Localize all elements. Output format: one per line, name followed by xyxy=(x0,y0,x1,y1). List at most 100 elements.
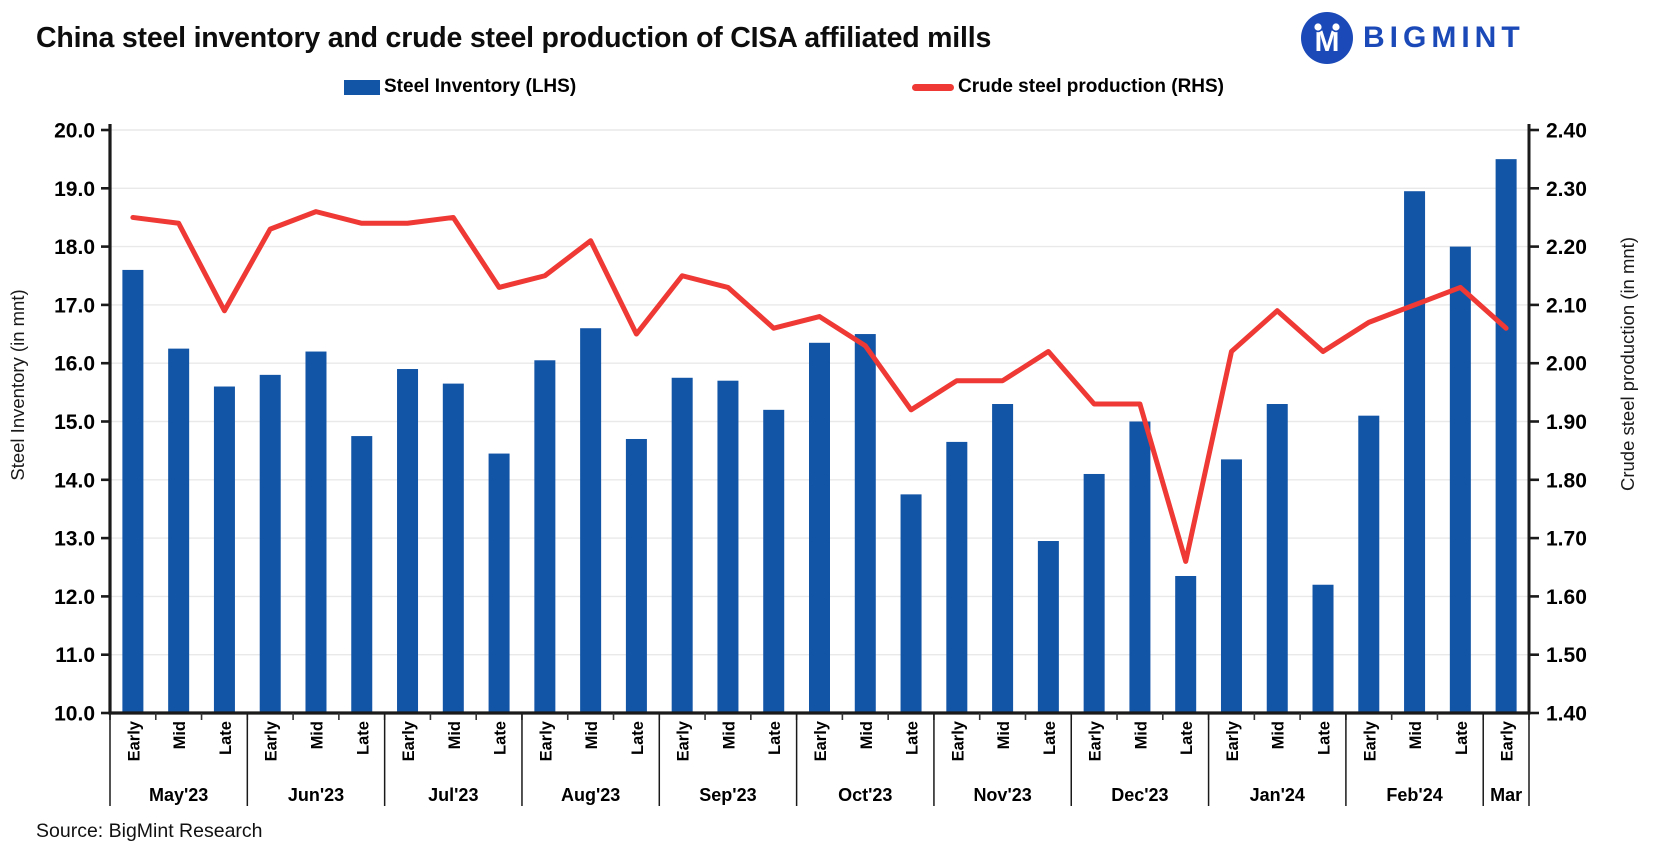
month-label: May'23 xyxy=(149,785,208,805)
inventory-bar xyxy=(1495,159,1517,713)
inventory-bar xyxy=(488,453,510,713)
period-label: Mid xyxy=(1407,721,1425,749)
inventory-bar xyxy=(1312,584,1334,713)
month-label: Dec'23 xyxy=(1111,785,1168,805)
right-axis-tick-label: 1.60 xyxy=(1546,586,1587,609)
period-label: Early xyxy=(537,720,555,761)
left-axis-tick-label: 16.0 xyxy=(54,353,95,376)
period-label: Late xyxy=(904,721,922,755)
inventory-bar xyxy=(397,369,419,713)
left-axis-tick-label: 14.0 xyxy=(54,469,95,492)
period-label: Early xyxy=(1499,720,1517,761)
left-axis-tick-label: 11.0 xyxy=(55,644,95,667)
month-label: Feb'24 xyxy=(1386,785,1442,805)
period-label: Mid xyxy=(1270,721,1288,749)
inventory-bar xyxy=(1358,415,1380,713)
period-label: Mid xyxy=(1132,721,1150,749)
left-axis-tick-label: 13.0 xyxy=(54,528,95,551)
right-axis-tick-label: 2.30 xyxy=(1546,178,1587,201)
left-axis-tick-label: 10.0 xyxy=(54,703,95,726)
inventory-bar xyxy=(1129,421,1151,713)
inventory-bar xyxy=(671,377,693,713)
month-label: Mar xyxy=(1490,785,1522,805)
month-label: Jun'23 xyxy=(288,785,344,805)
period-label: Mid xyxy=(308,721,326,749)
period-label: Early xyxy=(949,720,967,761)
period-label: Early xyxy=(263,720,281,761)
period-label: Late xyxy=(1178,721,1196,755)
period-label: Late xyxy=(1316,721,1334,755)
period-label: Late xyxy=(492,721,510,755)
left-axis-tick-label: 15.0 xyxy=(54,411,95,434)
inventory-bar xyxy=(992,404,1014,713)
period-label: Mid xyxy=(995,721,1013,749)
period-label: Early xyxy=(1224,720,1242,761)
month-label: Aug'23 xyxy=(561,785,620,805)
period-label: Mid xyxy=(446,721,464,749)
left-axis-tick-label: 12.0 xyxy=(54,586,95,609)
inventory-bar xyxy=(1404,191,1426,714)
legend-label: Steel Inventory (LHS) xyxy=(384,76,577,97)
inventory-bar xyxy=(534,360,556,713)
bigmint-logo: M BIGMINT xyxy=(1300,11,1525,65)
inventory-bar xyxy=(763,409,785,713)
period-label: Late xyxy=(766,721,784,755)
page-title: China steel inventory and crude steel pr… xyxy=(36,22,992,54)
period-label: Early xyxy=(675,720,693,761)
period-label: Mid xyxy=(583,721,601,749)
inventory-bar xyxy=(900,494,922,713)
inventory-bar xyxy=(259,374,281,713)
bigmint-logo-icon: M xyxy=(1301,12,1353,64)
inventory-bar xyxy=(1220,459,1242,713)
inventory-bar xyxy=(305,351,327,713)
period-label: Early xyxy=(1361,720,1379,761)
left-axis-title: Steel Inventory (in mnt) xyxy=(7,289,28,480)
period-label: Late xyxy=(1041,721,1059,755)
inventory-bar xyxy=(442,383,464,713)
right-axis-title: Crude steel production (in mnt) xyxy=(1617,237,1638,491)
month-label: Jul'23 xyxy=(428,785,478,805)
right-axis-tick-label: 2.20 xyxy=(1546,236,1587,259)
right-axis-tick-label: 2.10 xyxy=(1546,294,1587,317)
left-axis-tick-label: 17.0 xyxy=(54,294,95,317)
legend-item-steel-inventory: Steel Inventory (LHS) xyxy=(344,72,576,102)
inventory-bar xyxy=(1083,473,1105,713)
right-axis-tick-label: 1.50 xyxy=(1546,644,1587,667)
left-axis-tick-label: 18.0 xyxy=(54,236,95,259)
period-label: Early xyxy=(400,720,418,761)
bar-swatch-icon xyxy=(344,79,380,95)
right-axis-tick-label: 1.40 xyxy=(1546,703,1587,726)
inventory-bar xyxy=(625,438,647,713)
right-axis-tick-label: 2.00 xyxy=(1546,353,1587,376)
month-label: Sep'23 xyxy=(699,785,756,805)
production-line xyxy=(130,209,1509,564)
inventory-bar xyxy=(580,328,602,713)
line-swatch-icon xyxy=(912,83,954,91)
inventory-bar xyxy=(213,386,235,713)
month-label: Nov'23 xyxy=(973,785,1031,805)
period-label: Mid xyxy=(171,721,189,749)
legend-label: Crude steel production (RHS) xyxy=(958,76,1225,97)
source-note: Source: BigMint Research xyxy=(36,820,263,842)
inventory-bar xyxy=(946,441,968,713)
right-axis-tick-label: 1.70 xyxy=(1546,528,1587,551)
right-axis-tick-label: 1.90 xyxy=(1546,411,1587,434)
inventory-bar xyxy=(1449,246,1471,713)
inventory-bar xyxy=(809,342,830,713)
bigmint-logo-text: BIGMINT xyxy=(1363,21,1525,54)
period-label: Mid xyxy=(858,721,876,749)
inventory-bar xyxy=(854,334,876,713)
inventory-bar xyxy=(351,436,373,713)
month-label: Oct'23 xyxy=(838,785,892,805)
left-axis-tick-label: 20.0 xyxy=(54,120,95,143)
period-label: Early xyxy=(812,720,830,761)
period-label: Early xyxy=(1087,720,1105,761)
inventory-bar xyxy=(122,269,144,713)
period-label: Mid xyxy=(720,721,738,749)
legend-item-crude-production: Crude steel production (RHS) xyxy=(912,72,1224,102)
right-axis-tick-label: 2.40 xyxy=(1546,120,1587,143)
inventory-bar xyxy=(1266,404,1288,713)
period-label: Early xyxy=(125,720,143,761)
period-label: Late xyxy=(629,721,647,755)
